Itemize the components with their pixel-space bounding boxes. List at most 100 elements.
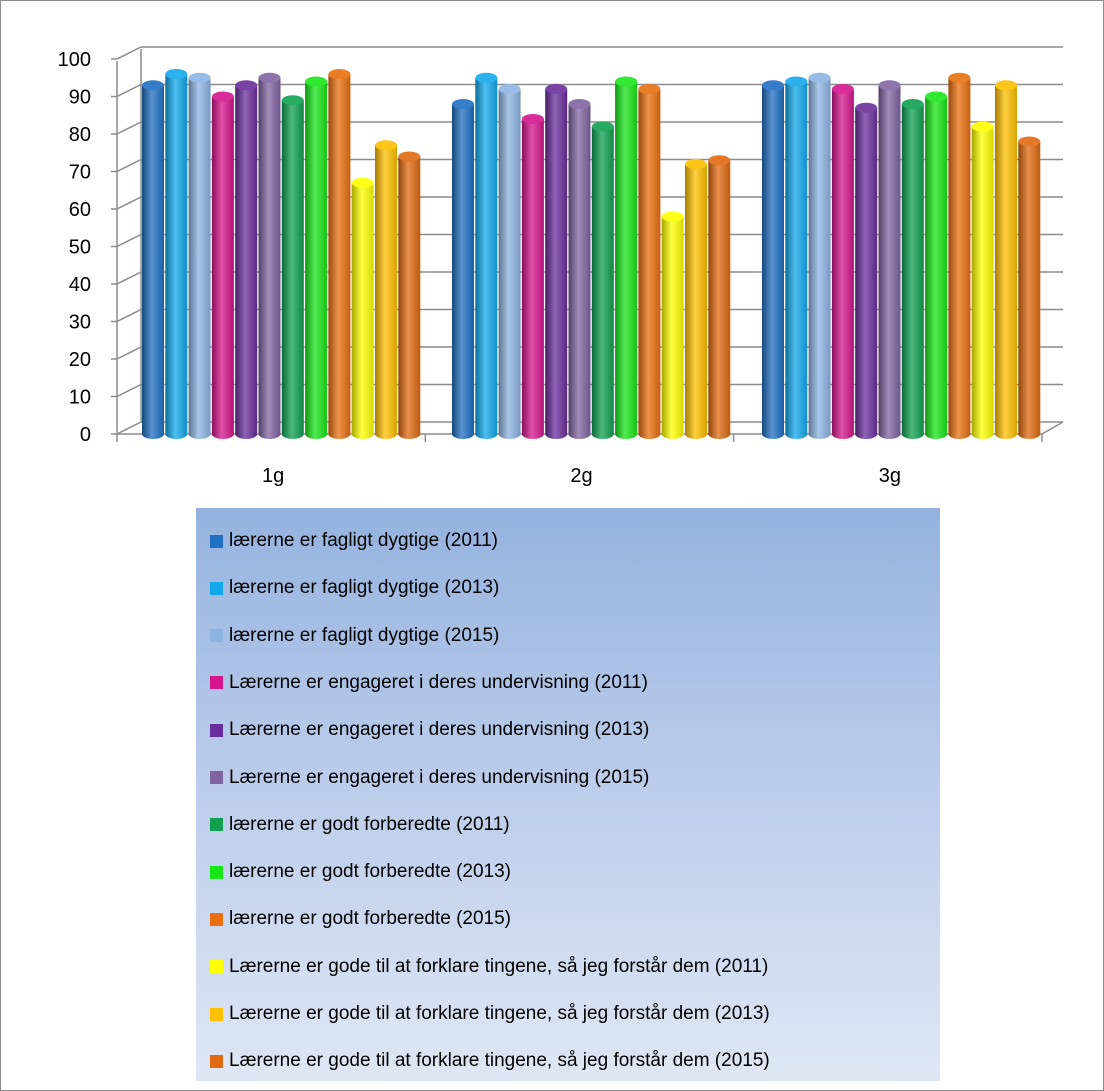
legend-swatch — [210, 912, 223, 926]
legend-item: Lærerne er gode til at forklare tingene,… — [210, 952, 768, 982]
y-tick-label: 70 — [69, 162, 91, 184]
bar — [235, 80, 258, 440]
legend-swatch — [210, 629, 223, 643]
bar — [305, 76, 328, 439]
legend-item: Lærerne er gode til at forklare tingene,… — [210, 1046, 770, 1076]
legend-label: lærerne er fagligt dygtige (2013) — [229, 577, 500, 599]
bar — [638, 84, 661, 439]
legend-label: lærerne er godt forberedte (2015) — [229, 908, 511, 930]
y-tick-label: 60 — [69, 199, 91, 221]
gridline-diag — [116, 383, 142, 398]
gridline-diag — [116, 83, 142, 98]
gridline-diag — [116, 46, 142, 60]
y-tick-label: 50 — [69, 237, 91, 259]
legend-item: lærerne er fagligt dygtige (2011) — [210, 526, 498, 556]
legend-swatch — [210, 723, 223, 737]
bar — [808, 72, 831, 439]
gridline-diag — [116, 158, 142, 173]
bar — [475, 72, 498, 439]
legend-item: lærerne er godt forberedte (2013) — [210, 857, 511, 887]
legend-label: lærerne er fagligt dygtige (2015) — [229, 624, 500, 646]
legend: lærerne er fagligt dygtige (2011) lærerne… — [196, 508, 940, 1081]
legend-label: Lærerne er engageret i deres undervisnin… — [229, 671, 648, 693]
bar — [925, 91, 948, 439]
y-tick-label: 90 — [69, 87, 91, 109]
legend-swatch — [210, 960, 223, 974]
bar — [328, 69, 351, 439]
x-tick-label: 1g — [262, 465, 284, 487]
y-tick-label: 30 — [69, 312, 91, 334]
legend-label: lærerne er fagligt dygtige (2011) — [229, 530, 498, 551]
bar — [1018, 136, 1041, 440]
bar — [568, 99, 591, 439]
legend-item: Lærerne er engageret i deres undervisnin… — [210, 668, 648, 698]
y-tick-label: 40 — [69, 274, 91, 296]
legend-item: lærerne er fagligt dygtige (2015) — [210, 621, 499, 651]
legend-item: Lærerne er gode til at forklare tingene,… — [210, 999, 770, 1029]
bar — [351, 177, 374, 439]
bar — [685, 159, 707, 439]
bar — [211, 91, 234, 439]
bar — [165, 69, 188, 439]
bar — [258, 72, 281, 439]
bar — [375, 140, 397, 439]
legend-swatch — [210, 1007, 223, 1021]
gridline-diag — [116, 421, 142, 435]
legend-label: Lærerne er gode til at forklare tingene,… — [229, 955, 769, 977]
gridline-diag — [116, 271, 142, 285]
bar — [498, 84, 521, 439]
bar — [855, 102, 878, 439]
bar — [142, 80, 164, 439]
x-tick-label: 2g — [570, 465, 592, 487]
bar — [591, 121, 614, 439]
legend-label: lærerne er godt forberedte (2011) — [229, 813, 510, 835]
bar — [708, 155, 731, 439]
bar — [971, 121, 994, 439]
legend-item: lærerne er godt forberedte (2015) — [210, 904, 511, 934]
gridline-diag — [116, 121, 142, 135]
bar — [545, 84, 568, 439]
legend-item: Lærerne er engageret i deres undervisnin… — [210, 763, 649, 793]
legend-swatch — [210, 865, 223, 879]
legend-item: lærerne er fagligt dygtige (2013) — [210, 573, 499, 603]
y-tick-label: 80 — [69, 124, 91, 146]
legend-label: Lærerne er gode til at forklare tingene,… — [229, 1003, 770, 1024]
legend-label: Lærerne er gode til at forklare tingene,… — [229, 1050, 770, 1072]
legend-label: lærerne er godt forberedte (2013) — [229, 861, 511, 883]
floor-edge — [1041, 421, 1064, 435]
legend-swatch — [210, 534, 223, 548]
bar — [995, 80, 1017, 439]
legend-swatch — [210, 676, 223, 690]
legend-swatch — [210, 581, 223, 595]
legend-label: Lærerne er engageret i deres undervisnin… — [229, 719, 650, 741]
legend-label: Lærerne er engageret i deres undervisnin… — [229, 766, 650, 788]
legend-swatch — [210, 1054, 223, 1068]
bar — [188, 72, 211, 439]
gridline-diag — [116, 346, 142, 360]
bar — [281, 95, 304, 439]
bar — [521, 114, 544, 439]
bar — [785, 76, 808, 439]
gridline-diag — [116, 308, 142, 323]
bar — [762, 80, 784, 439]
gridline-diag — [116, 196, 142, 210]
bar — [615, 76, 638, 439]
plot-area: 0 10 20 30 40 50 60 70 80 90 100 1g 2g 3g — [58, 46, 1064, 487]
legend-item: Lærerne er engageret i deres undervisnin… — [210, 715, 649, 745]
legend-item: lærerne er godt forberedte (2011) — [210, 810, 510, 840]
bar — [452, 99, 474, 439]
bar — [948, 72, 971, 439]
bar — [878, 80, 901, 439]
gridline-diag — [116, 233, 142, 248]
y-tick-label: 100 — [58, 49, 91, 71]
bar — [661, 211, 684, 439]
y-tick-label: 20 — [69, 349, 91, 371]
x-tick-label: 3g — [879, 465, 901, 487]
bar — [398, 151, 421, 439]
legend-swatch — [210, 818, 223, 832]
y-tick-label: 0 — [80, 424, 91, 446]
legend-swatch — [210, 771, 223, 784]
bar — [901, 99, 924, 439]
y-tick-label: 10 — [69, 387, 91, 409]
